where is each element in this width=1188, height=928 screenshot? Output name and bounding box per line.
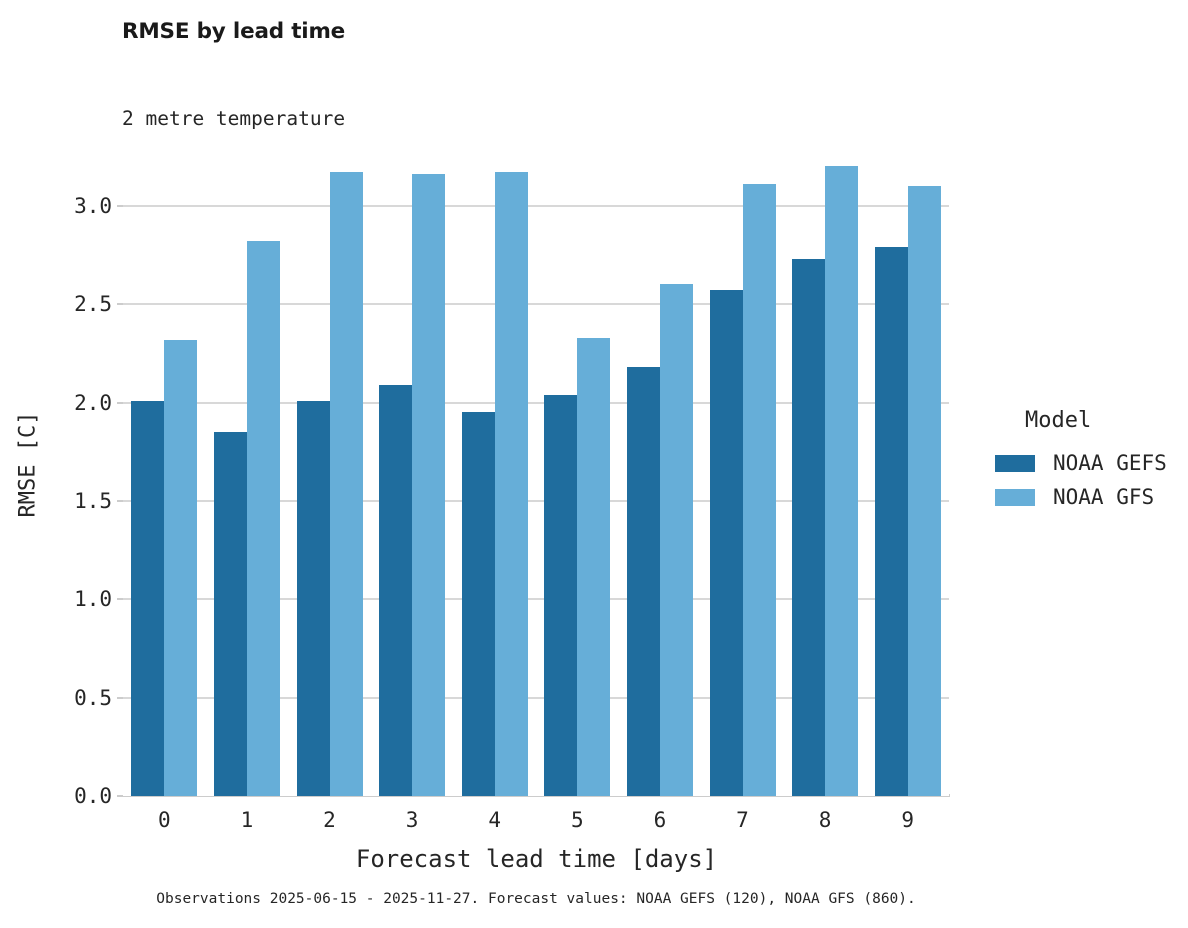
x-tick-label: 3 bbox=[405, 808, 419, 832]
legend-swatch-noaa-gefs bbox=[995, 454, 1035, 472]
y-tick-label: 3.0 bbox=[74, 193, 112, 218]
bar[interactable] bbox=[709, 290, 743, 796]
y-axis-title: RMSE [C] bbox=[15, 411, 41, 518]
x-tick-label: 2 bbox=[323, 808, 336, 832]
y-tick-label: 1.0 bbox=[74, 587, 112, 612]
bar[interactable] bbox=[412, 174, 446, 796]
legend-item-noaa-gfs[interactable]: NOAA GFS bbox=[995, 480, 1185, 514]
legend-title: Model bbox=[1025, 408, 1092, 433]
y-tick-label: 1.5 bbox=[74, 488, 112, 513]
x-tick-label: 0 bbox=[157, 808, 171, 832]
x-tick-label: 1 bbox=[240, 808, 254, 832]
x-tick-label: 8 bbox=[818, 808, 832, 832]
y-tick-label: 0.5 bbox=[74, 685, 112, 710]
x-axis-title: Forecast lead time [days] bbox=[355, 845, 718, 873]
legend: Model NOAA GEFS NOAA GFS bbox=[995, 408, 1185, 514]
bar[interactable] bbox=[379, 384, 413, 796]
bar[interactable] bbox=[329, 172, 363, 796]
gridline bbox=[123, 499, 949, 502]
y-tick-mark bbox=[117, 598, 123, 601]
bar[interactable] bbox=[626, 367, 660, 796]
bar[interactable] bbox=[544, 394, 578, 796]
bar[interactable] bbox=[825, 166, 859, 796]
bar[interactable] bbox=[461, 412, 495, 796]
y-tick-mark bbox=[117, 204, 123, 207]
bar[interactable] bbox=[296, 400, 330, 796]
legend-swatch-noaa-gfs bbox=[995, 488, 1035, 506]
plot-area bbox=[117, 131, 949, 797]
page-title: RMSE by lead time bbox=[122, 19, 346, 44]
chart-caption: Observations 2025-06-15 - 2025-11-27. Fo… bbox=[156, 891, 916, 907]
gridline bbox=[123, 303, 949, 306]
y-tick-label: 2.0 bbox=[74, 390, 112, 415]
y-tick-mark bbox=[117, 795, 123, 797]
bar[interactable] bbox=[131, 400, 165, 796]
bar[interactable] bbox=[659, 284, 693, 796]
bar[interactable] bbox=[577, 337, 611, 796]
bar[interactable] bbox=[213, 432, 247, 796]
y-tick-label: 0.0 bbox=[74, 784, 112, 808]
bar[interactable] bbox=[246, 241, 280, 796]
x-tick-label: 9 bbox=[901, 808, 915, 832]
bar[interactable] bbox=[164, 339, 198, 796]
bar[interactable] bbox=[742, 184, 776, 796]
bar[interactable] bbox=[907, 186, 941, 796]
gridline bbox=[123, 696, 949, 699]
y-tick-label: 2.5 bbox=[74, 292, 112, 317]
x-tick-label: 4 bbox=[488, 808, 502, 832]
y-tick-mark bbox=[117, 499, 123, 502]
legend-label-noaa-gfs: NOAA GFS bbox=[1053, 484, 1155, 509]
y-tick-mark bbox=[117, 401, 123, 404]
y-tick-mark bbox=[117, 696, 123, 699]
x-tick-label: 5 bbox=[570, 808, 584, 832]
gridline bbox=[123, 401, 949, 404]
x-tick-label: 7 bbox=[736, 808, 749, 832]
legend-label-noaa-gefs: NOAA GEFS bbox=[1053, 450, 1167, 475]
bar[interactable] bbox=[874, 247, 908, 796]
legend-item-noaa-gefs[interactable]: NOAA GEFS bbox=[995, 446, 1185, 480]
bar[interactable] bbox=[792, 258, 826, 796]
gridline bbox=[123, 204, 949, 207]
bar[interactable] bbox=[494, 172, 528, 796]
chart-subtitle-variable: 2 metre temperature bbox=[122, 107, 346, 130]
y-axis-tick-labels: 0.0 0.5 1.0 1.5 2.0 2.5 3.0 bbox=[30, 0, 112, 928]
gridline bbox=[123, 598, 949, 601]
x-tick-label: 6 bbox=[653, 808, 667, 832]
y-tick-mark bbox=[117, 303, 123, 306]
